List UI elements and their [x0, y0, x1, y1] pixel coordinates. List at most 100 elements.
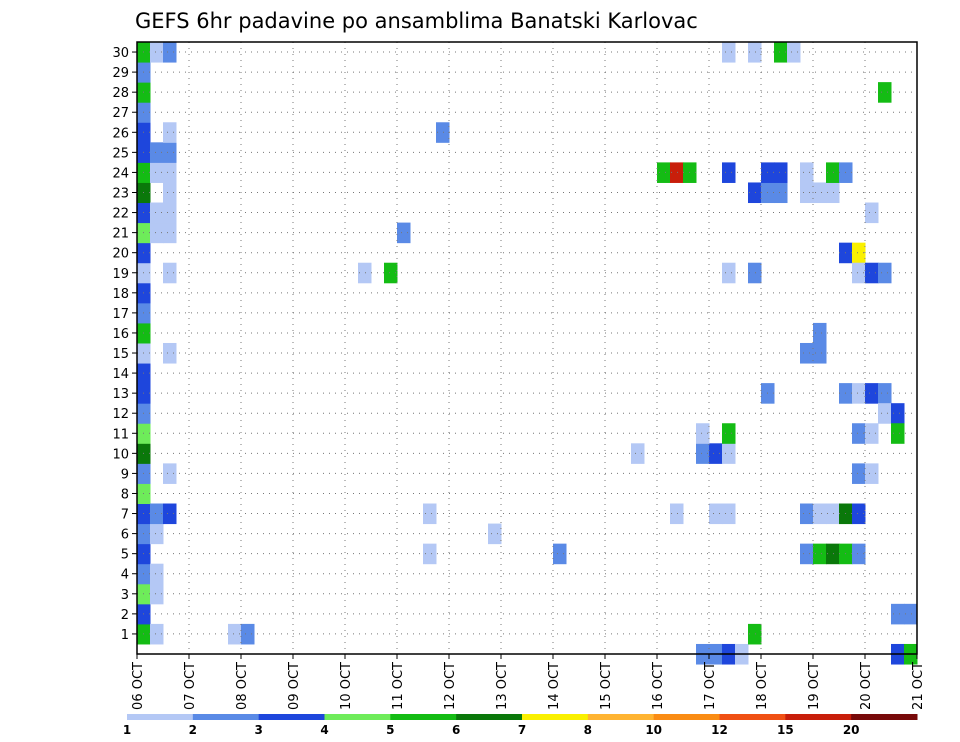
heatmap-cell — [163, 463, 177, 484]
heatmap-cell — [852, 463, 866, 484]
y-tick-label: 25 — [112, 146, 129, 161]
heatmap-cell — [722, 423, 736, 444]
legend-swatch — [522, 714, 589, 720]
plot-frame — [136, 41, 918, 655]
heatmap-cell — [852, 423, 866, 444]
x-axis: 06 OCT 07 OCT 08 OCT 09 OCT 10 OCT 11 OCT 12 O… — [131, 654, 926, 710]
x-tick-label: 21 OCT — [911, 662, 926, 710]
legend-swatch — [851, 714, 918, 720]
x-tick-label: 09 OCT — [287, 662, 302, 710]
heatmap-cell — [774, 182, 788, 204]
heatmap-cell — [150, 222, 164, 244]
legend-swatch — [456, 714, 523, 720]
x-tick-label: 06 OCT — [131, 662, 146, 710]
heatmap-cell — [150, 202, 164, 224]
legend-label: 1 — [123, 723, 131, 737]
heatmap-cell — [163, 122, 177, 143]
heatmap-cell — [826, 162, 840, 183]
heatmap-cell — [891, 403, 905, 424]
heatmap-cell — [813, 543, 827, 565]
y-tick-label: 7 — [121, 508, 129, 523]
y-tick-label: 26 — [112, 126, 129, 141]
heatmap-cell — [150, 623, 164, 645]
heatmap-cell — [553, 543, 567, 565]
y-tick-label: 16 — [112, 327, 129, 342]
legend-label: 4 — [320, 723, 328, 737]
heatmap-cell — [800, 162, 814, 183]
x-tick-label: 07 OCT — [183, 662, 198, 710]
x-tick-label: 11 OCT — [391, 662, 406, 710]
y-tick-label: 9 — [121, 467, 129, 482]
heatmap-cell — [852, 543, 866, 565]
heatmap-cell — [150, 142, 164, 163]
legend-swatch — [258, 714, 325, 720]
heatmap-cell — [878, 262, 892, 284]
y-tick-label: 22 — [112, 207, 129, 222]
y-tick-label: 11 — [112, 427, 129, 442]
heatmap-cell — [163, 142, 177, 163]
heatmap-cell — [696, 443, 710, 464]
y-tick-label: 5 — [121, 548, 129, 563]
heatmap-cell — [722, 162, 736, 183]
y-axis: 1234567891011121314151617181920212223242… — [112, 46, 137, 643]
heatmap-cell — [787, 42, 801, 63]
heatmap-cell — [488, 523, 502, 545]
heatmap-cell — [774, 162, 788, 183]
legend-label: 5 — [386, 723, 394, 737]
legend-swatch — [324, 714, 391, 720]
y-tick-label: 3 — [121, 588, 129, 603]
y-tick-label: 30 — [112, 46, 129, 61]
heatmap-cell — [878, 383, 892, 404]
heatmap-cell — [748, 262, 762, 284]
heatmap-cell — [878, 403, 892, 424]
x-tick-label: 14 OCT — [547, 662, 562, 710]
heatmap-cell — [163, 162, 177, 183]
heatmap-cell — [865, 383, 879, 404]
heatmap-cell — [865, 202, 879, 224]
heatmap-cell — [748, 623, 762, 645]
x-tick-label: 19 OCT — [807, 662, 822, 710]
legend-swatch — [127, 714, 194, 720]
legend-label: 8 — [584, 723, 592, 737]
x-tick-label: 18 OCT — [755, 662, 770, 710]
x-tick-label: 20 OCT — [859, 662, 874, 710]
heatmap-cell — [228, 623, 242, 645]
heatmap-cell — [800, 543, 814, 565]
heatmap-cell — [813, 503, 827, 525]
heatmap-cell — [657, 162, 671, 183]
y-tick-label: 6 — [121, 528, 129, 543]
legend-swatch — [719, 714, 786, 720]
y-tick-label: 1 — [121, 628, 129, 643]
heatmap-cell — [826, 182, 840, 204]
heatmap-cell — [163, 42, 177, 63]
heatmap-cell — [865, 423, 879, 444]
heatmap-cell — [748, 42, 762, 63]
legend-swatch — [192, 714, 260, 720]
heatmap-cell — [800, 342, 814, 364]
legend-label: 3 — [254, 723, 262, 737]
y-tick-label: 4 — [121, 568, 129, 583]
heatmap-cell — [800, 503, 814, 525]
heatmap-cell — [748, 182, 762, 204]
legend-label: 15 — [777, 723, 794, 737]
heatmap-cell — [423, 543, 437, 565]
legend-swatch — [390, 714, 457, 720]
heatmap-cell — [163, 503, 177, 525]
heatmap-cell — [774, 42, 788, 63]
y-tick-label: 2 — [121, 608, 129, 623]
heatmap-cell — [878, 82, 892, 103]
heatmap-cell — [150, 583, 164, 605]
heatmap-cell — [423, 503, 437, 525]
legend-label: 12 — [711, 723, 728, 737]
heatmap-cell — [150, 563, 164, 585]
heatmap-cell — [852, 503, 866, 525]
heatmap-cell — [800, 182, 814, 204]
legend-swatch — [785, 714, 852, 720]
y-tick-label: 29 — [112, 66, 129, 81]
cells-layer — [137, 42, 918, 665]
heatmap-cell — [813, 182, 827, 204]
legend-label: 6 — [452, 723, 460, 737]
y-tick-label: 18 — [112, 287, 129, 302]
heatmap-cell — [670, 503, 684, 525]
heatmap-cell — [709, 443, 723, 464]
